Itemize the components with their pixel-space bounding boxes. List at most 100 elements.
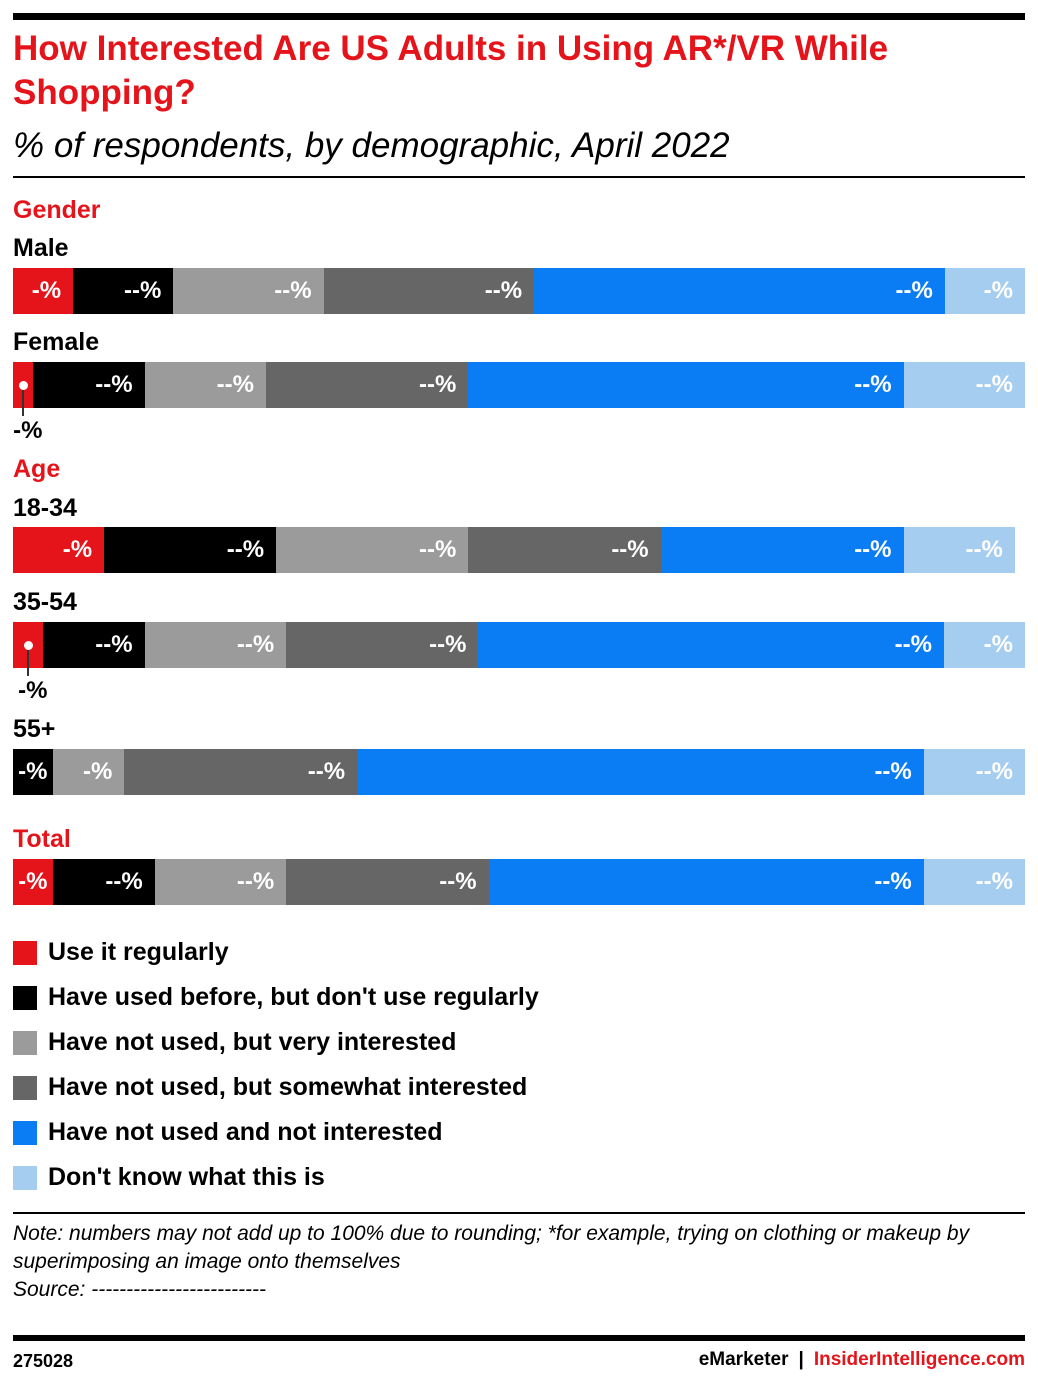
note-text: Note: numbers may not add up to 100% due…	[13, 1222, 970, 1273]
bar-segment: --%	[923, 749, 1025, 795]
data-label: -%	[983, 277, 1013, 304]
legend-swatch-blue	[13, 1120, 37, 1145]
data-label: --%	[895, 277, 933, 304]
row-label-55-plus: 55+	[13, 715, 56, 743]
legend-swatch-black	[13, 985, 37, 1010]
bar-segment: --%	[265, 362, 469, 408]
bar-segment: --%	[33, 362, 145, 408]
data-label: --%	[226, 536, 265, 563]
data-label: --%	[236, 868, 275, 895]
data-label: --%	[874, 758, 912, 785]
bar-female: --% --% --% --% --%	[13, 362, 1025, 408]
legend-label: Have not used, but very interested	[48, 1028, 457, 1056]
data-label: --%	[874, 868, 912, 895]
legend: Use it regularly Have used before, but d…	[13, 930, 539, 1200]
data-label: --%	[894, 631, 932, 658]
callout-dot	[24, 641, 34, 650]
bar-segment: --%	[468, 527, 661, 573]
bar-segment: --%	[144, 622, 287, 668]
data-label: --%	[429, 631, 467, 658]
data-label: -%	[18, 758, 48, 785]
legend-swatch-light-gray	[13, 1030, 37, 1055]
legend-swatch-red	[13, 940, 37, 965]
bar-segment: --%	[488, 859, 924, 905]
group-label-gender: Gender	[13, 196, 101, 224]
data-label: --%	[419, 536, 457, 563]
data-label: --%	[105, 868, 143, 895]
data-label: --%	[123, 277, 162, 304]
legend-item: Have not used and not interested	[13, 1110, 539, 1155]
bar-segment: --%	[478, 622, 944, 668]
legend-label: Have not used and not interested	[48, 1118, 443, 1146]
bar-segment: -%	[13, 859, 54, 905]
bar-segment: --%	[286, 859, 489, 905]
data-label: --%	[484, 277, 523, 304]
bar-55-plus: -% -% --% --% --%	[13, 749, 1025, 795]
bar-segment: --%	[903, 527, 1015, 573]
data-label: --%	[975, 371, 1013, 398]
callout-line	[22, 390, 25, 416]
brand-emarketer: eMarketer	[698, 1349, 789, 1370]
chart-subtitle: % of respondents, by demographic, April …	[13, 126, 730, 165]
bar-segment: --%	[144, 362, 266, 408]
bar-segment: -%	[13, 527, 105, 573]
callout-label: -%	[13, 417, 43, 444]
bar-35-54: --% --% --% --% -%	[13, 622, 1025, 668]
legend-swatch-light-blue	[13, 1165, 37, 1190]
data-label: --%	[274, 277, 312, 304]
group-label-total: Total	[13, 825, 71, 853]
footer-brand: eMarketer | InsiderIntelligence.com	[699, 1349, 1025, 1371]
legend-label: Don't know what this is	[48, 1163, 325, 1191]
bottom-rule	[13, 1335, 1025, 1341]
data-label: --%	[854, 371, 892, 398]
data-label: -%	[18, 868, 48, 895]
top-rule	[13, 13, 1025, 20]
legend-label: Have not used, but somewhat interested	[48, 1073, 528, 1101]
legend-label: Have used before, but don't use regularl…	[48, 983, 539, 1011]
data-label: --%	[439, 868, 477, 895]
data-label: --%	[975, 758, 1013, 785]
legend-item: Have not used, but somewhat interested	[13, 1065, 539, 1110]
bar-segment: --%	[923, 859, 1025, 905]
data-label: --%	[965, 536, 1003, 563]
bar-segment: --%	[323, 268, 535, 314]
bar-segment: --%	[468, 362, 904, 408]
legend-item: Have used before, but don't use regularl…	[13, 975, 539, 1020]
bar-segment: --%	[104, 527, 277, 573]
bar-segment: -%	[13, 268, 74, 314]
bar-segment: --%	[173, 268, 324, 314]
row-label-male: Male	[13, 234, 69, 262]
data-label: --%	[236, 631, 275, 658]
bar-segment: -%	[944, 622, 1025, 668]
bar-segment: --%	[154, 859, 287, 905]
legend-label: Use it regularly	[48, 938, 229, 966]
bar-segment: --%	[73, 268, 174, 314]
bar-segment: -%	[13, 749, 54, 795]
bar-segment: -%	[53, 749, 125, 795]
bar-total: -% --% --% --% --% --%	[13, 859, 1025, 905]
data-label: -%	[62, 536, 93, 563]
legend-item: Have not used, but very interested	[13, 1020, 539, 1065]
bar-male: -% --% --% --% --% -%	[13, 268, 1025, 314]
bar-segment: --%	[660, 527, 904, 573]
row-label-35-54: 35-54	[13, 588, 77, 616]
data-label: --%	[611, 536, 649, 563]
data-label: --%	[975, 868, 1013, 895]
bar-segment: --%	[357, 749, 924, 795]
brand-separator: |	[798, 1349, 804, 1370]
callout-line	[27, 650, 30, 676]
data-label: -%	[983, 631, 1013, 658]
bar-segment: --%	[286, 622, 479, 668]
legend-item: Use it regularly	[13, 930, 539, 975]
bar-segment: -%	[944, 268, 1025, 314]
data-label: -%	[31, 277, 62, 304]
data-label: --%	[419, 371, 457, 398]
chart-id: 275028	[13, 1351, 74, 1371]
row-label-female: Female	[13, 328, 100, 356]
group-label-age: Age	[13, 455, 61, 483]
bar-segment: --%	[53, 859, 155, 905]
header-rule	[13, 176, 1025, 178]
legend-item: Don't know what this is	[13, 1155, 539, 1200]
legend-swatch-dark-gray	[13, 1075, 37, 1100]
row-label-18-34: 18-34	[13, 494, 77, 522]
